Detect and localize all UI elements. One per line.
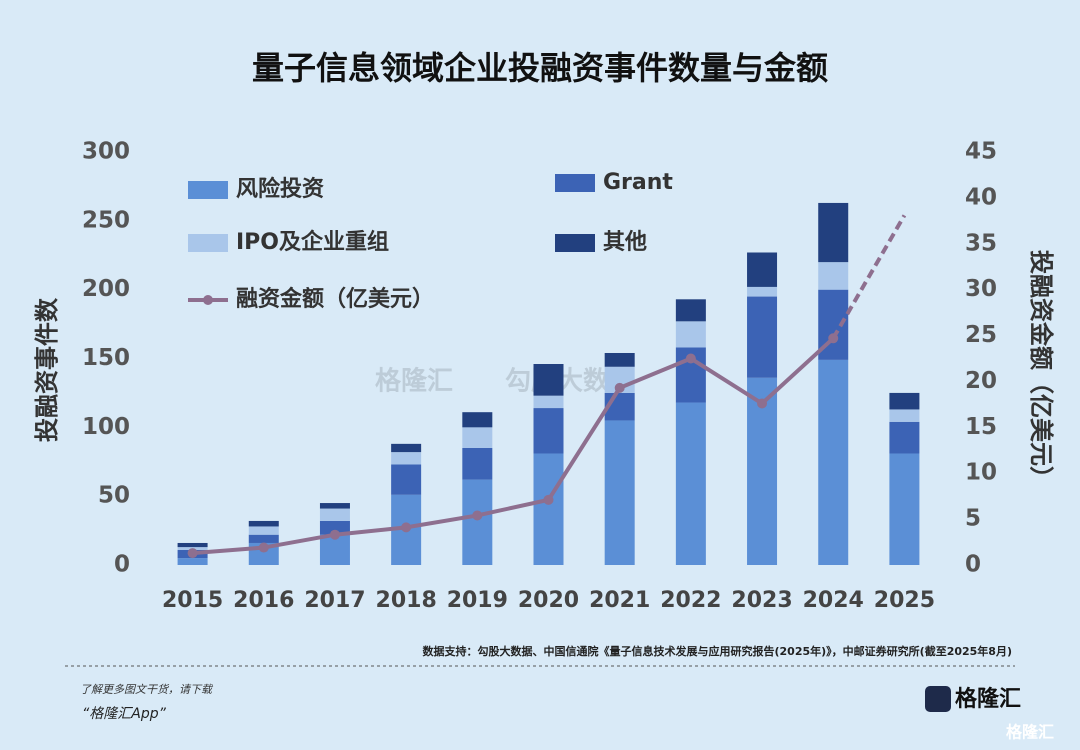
bar-segment: [747, 296, 778, 378]
legend-label: 其他: [603, 230, 647, 255]
bar-segment: [818, 262, 849, 290]
bar-segment: [319, 534, 350, 565]
bar-segment: [889, 453, 920, 565]
y-tick-label: 150: [82, 345, 130, 371]
x-tick-label: 2022: [660, 588, 721, 613]
line-marker: [685, 353, 696, 364]
legend-swatch: [188, 234, 228, 252]
bar-segment: [248, 534, 279, 543]
bar-segment: [889, 392, 920, 410]
y2-axis-label: 投融资金额（亿美元）: [1027, 250, 1055, 490]
legend-label: Grant: [603, 170, 673, 195]
bar-segment: [462, 479, 493, 565]
bar-segment: [391, 452, 422, 465]
x-tick-label: 2018: [376, 588, 437, 613]
x-tick-label: 2021: [589, 588, 650, 613]
bar-segment: [177, 558, 208, 565]
corner-mark: 格隆汇: [1006, 723, 1054, 742]
y2-tick-label: 40: [965, 184, 997, 210]
bar-segment: [462, 427, 493, 448]
y2-tick-label: 5: [965, 506, 981, 532]
y-tick-label: 0: [114, 552, 130, 578]
line-marker: [401, 522, 412, 533]
legend-swatch: [555, 174, 595, 192]
bar-segment: [675, 321, 706, 348]
legend-label: 融资金额（亿美元）: [236, 286, 434, 312]
bar-segment: [818, 359, 849, 565]
bar-segment: [248, 526, 279, 535]
bar-segment: [533, 364, 564, 396]
line-marker: [329, 529, 340, 540]
footer-note: 了解更多图文干货，请下载: [80, 683, 214, 696]
x-tick-label: 2016: [233, 588, 294, 613]
x-tick-label: 2020: [518, 588, 579, 613]
footer-app: “格隆汇App”: [82, 706, 167, 722]
x-tick-label: 2015: [162, 588, 223, 613]
bar-segment: [533, 395, 564, 409]
line-marker: [828, 333, 839, 344]
bar-segment: [889, 409, 920, 422]
y-tick-label: 300: [82, 139, 130, 165]
line-marker: [543, 494, 554, 505]
logo: 格隆汇: [955, 686, 1021, 712]
bar-segment: [177, 542, 208, 548]
bar-segment: [391, 443, 422, 453]
y-axis-label: 投融资事件数: [33, 297, 61, 442]
legend-swatch: [555, 234, 595, 252]
source: 数据支持：勾股大数据、中国信通院《量子信息技术发展与应用研究报告(2025年)》…: [423, 644, 1013, 658]
bar-segment: [604, 420, 635, 565]
legend-marker: [203, 295, 213, 305]
y-tick-label: 250: [82, 207, 130, 233]
bar-segment: [319, 508, 350, 521]
y2-tick-label: 10: [965, 460, 997, 486]
y-tick-label: 100: [82, 414, 130, 440]
y2-tick-label: 30: [965, 276, 997, 302]
line-marker: [614, 382, 625, 393]
bar-segment: [533, 453, 564, 565]
y2-tick-label: 45: [965, 139, 997, 165]
bar-segment: [747, 377, 778, 565]
bar-segment: [818, 202, 849, 263]
bar-segment: [604, 352, 635, 367]
line-marker: [472, 510, 483, 521]
logo-icon: [925, 686, 951, 712]
bar-segment: [319, 520, 350, 535]
line-marker: [258, 542, 269, 553]
legend-swatch: [188, 181, 228, 199]
y-tick-label: 200: [82, 276, 130, 302]
bar-segment: [462, 447, 493, 480]
bar-segment: [747, 252, 778, 287]
x-tick-label: 2025: [874, 588, 935, 613]
x-tick-label: 2017: [304, 588, 365, 613]
bar-segment: [462, 412, 493, 428]
y2-tick-label: 20: [965, 368, 997, 394]
bar-segment: [889, 421, 920, 454]
bar-segment: [391, 464, 422, 495]
bar-segment: [319, 503, 350, 509]
y2-tick-label: 0: [965, 552, 981, 578]
x-tick-label: 2024: [803, 588, 864, 613]
watermark: 格隆汇: [375, 366, 453, 397]
x-tick-label: 2019: [447, 588, 508, 613]
bar-segment: [248, 520, 279, 527]
legend-label: IPO及企业重组: [236, 229, 389, 255]
line-marker: [757, 398, 768, 409]
legend-label: 风险投资: [236, 176, 324, 202]
chart-title: 量子信息领域企业投融资事件数量与金额: [252, 49, 828, 87]
x-tick-label: 2023: [731, 588, 792, 613]
bar-segment: [533, 408, 564, 454]
y2-tick-label: 15: [965, 414, 997, 440]
line-marker: [187, 548, 198, 559]
bar-segment: [675, 299, 706, 322]
bar-segment: [747, 286, 778, 297]
y2-tick-label: 25: [965, 322, 997, 348]
bar-segment: [675, 402, 706, 565]
y2-tick-label: 35: [965, 230, 997, 256]
y-tick-label: 50: [98, 483, 130, 509]
